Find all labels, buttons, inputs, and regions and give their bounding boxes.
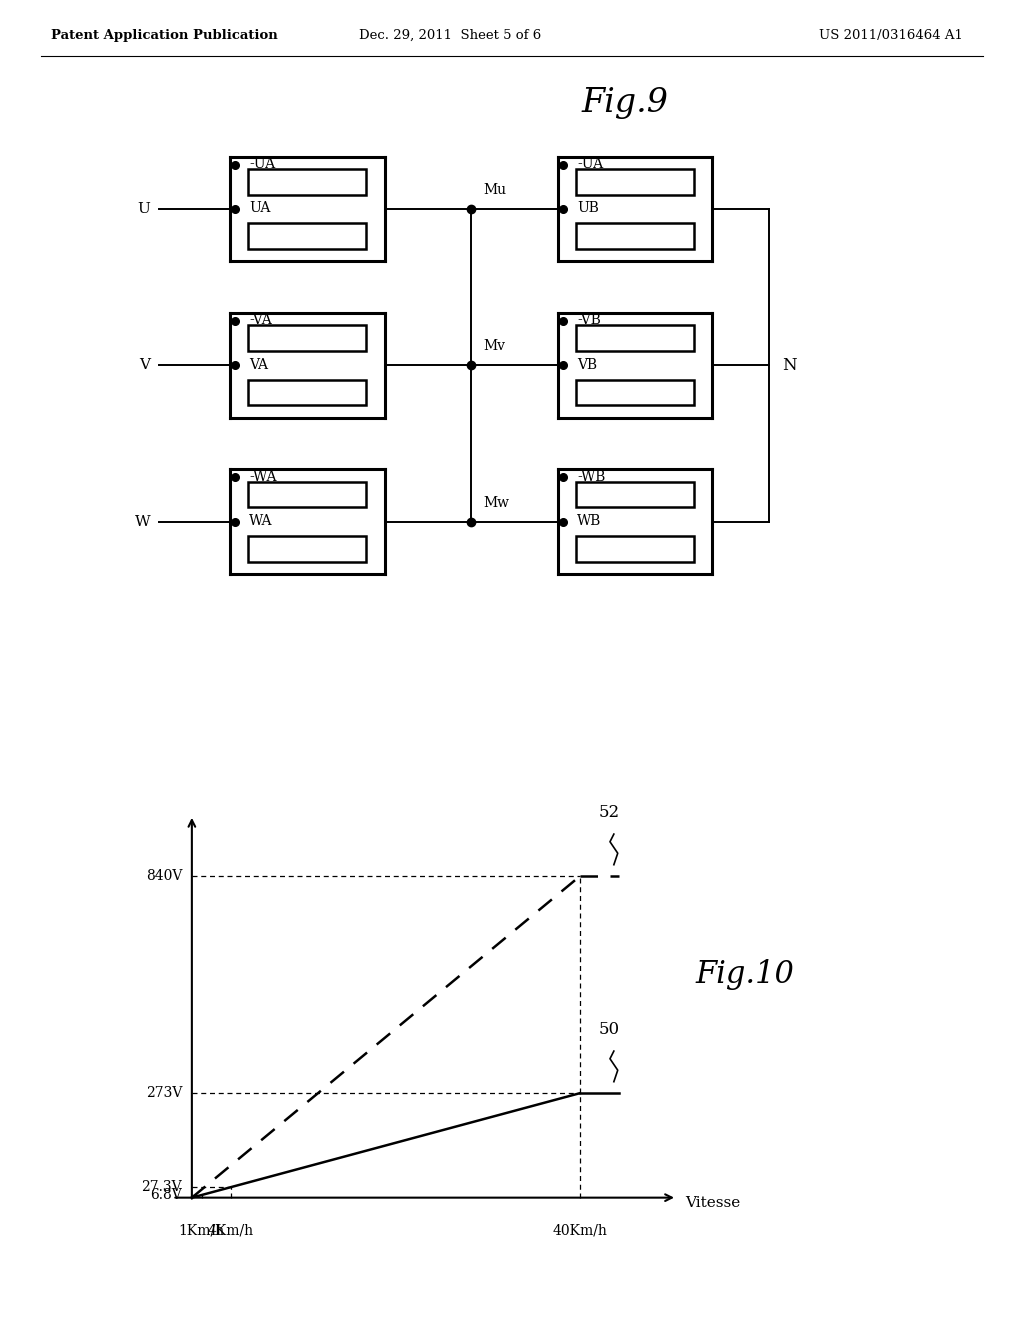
Bar	[248, 482, 367, 507]
Text: U: U	[137, 202, 151, 216]
Text: US 2011/0316464 A1: US 2011/0316464 A1	[818, 29, 963, 42]
Text: WB: WB	[578, 513, 601, 528]
Text: Patent Application Publication: Patent Application Publication	[51, 29, 278, 42]
Text: WA: WA	[250, 513, 272, 528]
Bar	[248, 536, 367, 562]
Bar	[575, 482, 694, 507]
Text: 273V: 273V	[145, 1086, 182, 1100]
Text: 6.8V: 6.8V	[151, 1188, 182, 1203]
Text: -WB: -WB	[578, 470, 605, 484]
Text: Vitesse: Vitesse	[685, 1196, 740, 1210]
Text: V: V	[139, 358, 151, 372]
Bar	[248, 223, 367, 249]
Bar	[575, 380, 694, 405]
Text: Mv: Mv	[483, 339, 505, 354]
Text: UA: UA	[250, 201, 270, 215]
Text: 840V: 840V	[145, 869, 182, 883]
Text: 52: 52	[598, 804, 620, 821]
Text: 40Km/h: 40Km/h	[553, 1224, 607, 1238]
Text: UB: UB	[578, 201, 599, 215]
Text: -VA: -VA	[250, 313, 272, 327]
Bar	[248, 325, 367, 351]
Bar	[575, 536, 694, 562]
Text: -UA: -UA	[578, 157, 603, 172]
Text: Dec. 29, 2011  Sheet 5 of 6: Dec. 29, 2011 Sheet 5 of 6	[359, 29, 542, 42]
Text: -WA: -WA	[250, 470, 276, 484]
Text: Mu: Mu	[483, 183, 507, 197]
Bar	[248, 169, 367, 194]
Text: -VB: -VB	[578, 313, 601, 327]
Bar	[575, 223, 694, 249]
Bar	[575, 169, 694, 194]
Text: Fig.9: Fig.9	[582, 87, 668, 119]
Text: 1Km/h: 1Km/h	[178, 1224, 224, 1238]
Text: VA: VA	[250, 358, 268, 372]
Text: 27.3V: 27.3V	[141, 1180, 182, 1195]
Text: Mw: Mw	[483, 495, 509, 510]
Text: 50: 50	[598, 1020, 620, 1038]
Text: 4Km/h: 4Km/h	[208, 1224, 254, 1238]
Text: W: W	[135, 515, 151, 529]
Bar	[575, 325, 694, 351]
Text: Fig.10: Fig.10	[695, 958, 795, 990]
Text: N: N	[782, 356, 797, 374]
Text: -UA: -UA	[250, 157, 275, 172]
Bar	[248, 380, 367, 405]
Text: VB: VB	[578, 358, 597, 372]
